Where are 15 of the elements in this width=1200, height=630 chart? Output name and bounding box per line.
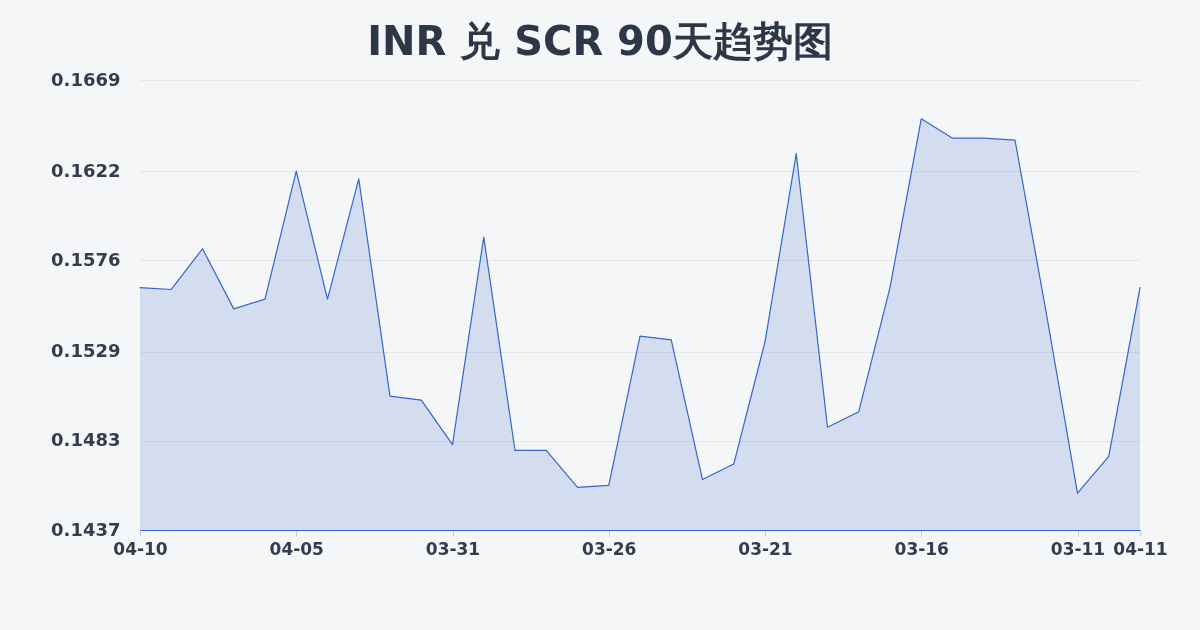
x-tick-label: 03-26 <box>582 538 637 559</box>
x-tick-label: 04-05 <box>269 538 324 559</box>
y-tick-label: 0.1622 <box>51 159 121 181</box>
y-tick-label: 0.1669 <box>51 68 121 90</box>
x-tick-label: 04-11 <box>1113 538 1168 559</box>
x-tick-label: 03-31 <box>425 538 481 559</box>
y-tick-label: 0.1483 <box>51 429 121 451</box>
y-tick-label: 0.1529 <box>51 340 121 362</box>
chart-title: INR 兑 SCR 90天趋势图 <box>367 18 833 64</box>
x-tick-label: 03-16 <box>894 538 949 559</box>
y-tick-label: 0.1437 <box>51 518 121 540</box>
x-tick-label: 03-11 <box>1050 538 1106 559</box>
x-tick-label: 04-10 <box>113 538 168 559</box>
y-tick-label: 0.1576 <box>51 248 121 270</box>
x-tick-label: 03-21 <box>738 538 793 559</box>
